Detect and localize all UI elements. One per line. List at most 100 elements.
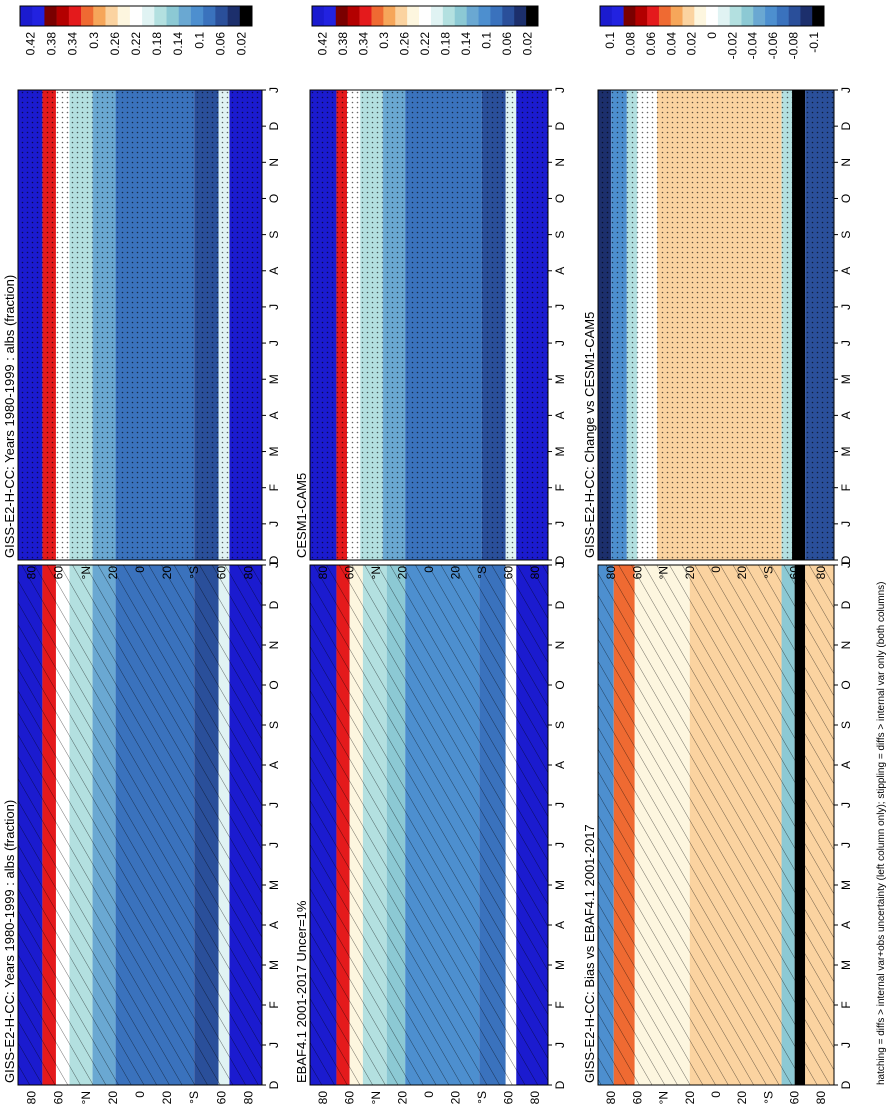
- colorbar-swatch: [526, 6, 539, 26]
- lat-tick: 80: [528, 1091, 542, 1105]
- colorbar-swatch: [442, 6, 456, 26]
- colorbar-swatch: [142, 6, 155, 26]
- month-tick: A: [553, 267, 567, 275]
- lat-tick: 80: [604, 1091, 618, 1105]
- lat-tick: °N: [657, 1091, 671, 1104]
- lat-tick: 60: [501, 566, 515, 580]
- month-tick: S: [267, 231, 281, 239]
- month-tick: D: [553, 121, 567, 130]
- colorbar-swatch: [670, 6, 683, 26]
- month-tick: J: [553, 521, 567, 527]
- colorbar-tick: 0.22: [418, 32, 432, 56]
- month-tick: A: [553, 921, 567, 929]
- month-tick: O: [839, 194, 853, 203]
- lat-tick: 80: [25, 566, 39, 580]
- colorbar-swatch: [812, 6, 825, 26]
- month-tick: D: [839, 121, 853, 130]
- lat-tick: 20: [106, 566, 120, 580]
- month-tick: J: [839, 802, 853, 808]
- month-tick: M: [839, 880, 853, 890]
- month-tick: D: [267, 121, 281, 130]
- colorbar-tick: 0.38: [45, 32, 59, 56]
- month-tick: F: [839, 1001, 853, 1008]
- month-tick: J: [839, 304, 853, 310]
- month-tick: D: [553, 600, 567, 609]
- colorbar-tick: 0.34: [66, 32, 80, 56]
- lat-tick: °N: [79, 1091, 93, 1104]
- month-tick: D: [839, 600, 853, 609]
- colorbar-swatch: [514, 6, 527, 26]
- lat-tick: 60: [214, 1091, 228, 1105]
- month-tick: J: [553, 87, 567, 93]
- colorbar-swatch: [395, 6, 408, 26]
- month-tick: J: [839, 1042, 853, 1048]
- lat-tick: 0: [133, 1091, 147, 1098]
- month-tick: O: [839, 680, 853, 689]
- colorbar-swatch: [117, 6, 131, 26]
- month-tick: M: [839, 960, 853, 970]
- month-tick: S: [839, 231, 853, 239]
- colorbar-swatch: [93, 6, 106, 26]
- colorbar-tick: 0.06: [500, 32, 514, 56]
- colorbar-tick: 0.06: [644, 32, 658, 56]
- colorbar-swatch: [502, 6, 515, 26]
- colorbar-swatch: [312, 6, 325, 26]
- colorbar-swatch: [154, 6, 167, 26]
- colorbar-swatch: [129, 6, 143, 26]
- month-tick: F: [267, 484, 281, 491]
- month-tick: S: [267, 721, 281, 729]
- lat-tick: 80: [316, 1091, 330, 1105]
- colorbar-swatch: [466, 6, 479, 26]
- colorbar-tick: 0.38: [336, 32, 350, 56]
- colorbar-tick: 0.3: [87, 32, 101, 49]
- lat-tick: 20: [448, 1091, 462, 1105]
- colorbar-swatch: [717, 6, 730, 26]
- lat-tick: 60: [788, 1091, 802, 1105]
- month-tick: J: [553, 304, 567, 310]
- colorbar-tick: 0: [705, 32, 719, 39]
- month-tick: S: [839, 721, 853, 729]
- month-tick: N: [267, 641, 281, 650]
- month-tick: J: [267, 521, 281, 527]
- month-tick: J: [553, 1042, 567, 1048]
- colorbar-tick: -0.08: [786, 32, 800, 60]
- lat-tick: 20: [160, 566, 174, 580]
- lat-tick: 60: [52, 1091, 66, 1105]
- colorbar-swatch: [44, 6, 57, 26]
- month-tick: A: [267, 761, 281, 769]
- plot-frame: [17, 89, 263, 561]
- month-tick: F: [553, 484, 567, 491]
- colorbar-swatch: [430, 6, 444, 26]
- colorbar-swatch: [600, 6, 613, 26]
- lat-tick: 60: [501, 1091, 515, 1105]
- month-tick: A: [267, 267, 281, 275]
- month-tick: J: [839, 340, 853, 346]
- month-tick: M: [839, 374, 853, 384]
- colorbar-tick: -0.04: [746, 32, 760, 60]
- month-tick: J: [267, 304, 281, 310]
- colorbar-swatch: [407, 6, 420, 26]
- colorbar-swatch: [419, 6, 432, 26]
- month-tick: A: [839, 411, 853, 419]
- month-tick: J: [839, 521, 853, 527]
- plot-frame: [597, 89, 835, 561]
- lat-tick: 60: [343, 566, 357, 580]
- month-tick: A: [839, 921, 853, 929]
- colorbar-tick: 0.34: [356, 32, 370, 56]
- colorbar-swatch: [635, 6, 648, 26]
- colorbar-swatch: [203, 6, 216, 26]
- month-tick: J: [839, 562, 853, 568]
- colorbar-tick: 0.1: [603, 32, 617, 49]
- month-tick: F: [267, 1001, 281, 1008]
- colorbar-swatch: [611, 6, 624, 26]
- colorbar-swatch: [20, 6, 33, 26]
- month-tick: N: [553, 641, 567, 650]
- month-tick: N: [839, 641, 853, 650]
- month-tick: D: [553, 555, 567, 564]
- lat-tick: 20: [160, 1091, 174, 1105]
- lat-tick: °S: [475, 566, 489, 579]
- month-tick: A: [553, 761, 567, 769]
- lat-tick: °S: [761, 566, 775, 579]
- lat-tick: 60: [214, 566, 228, 580]
